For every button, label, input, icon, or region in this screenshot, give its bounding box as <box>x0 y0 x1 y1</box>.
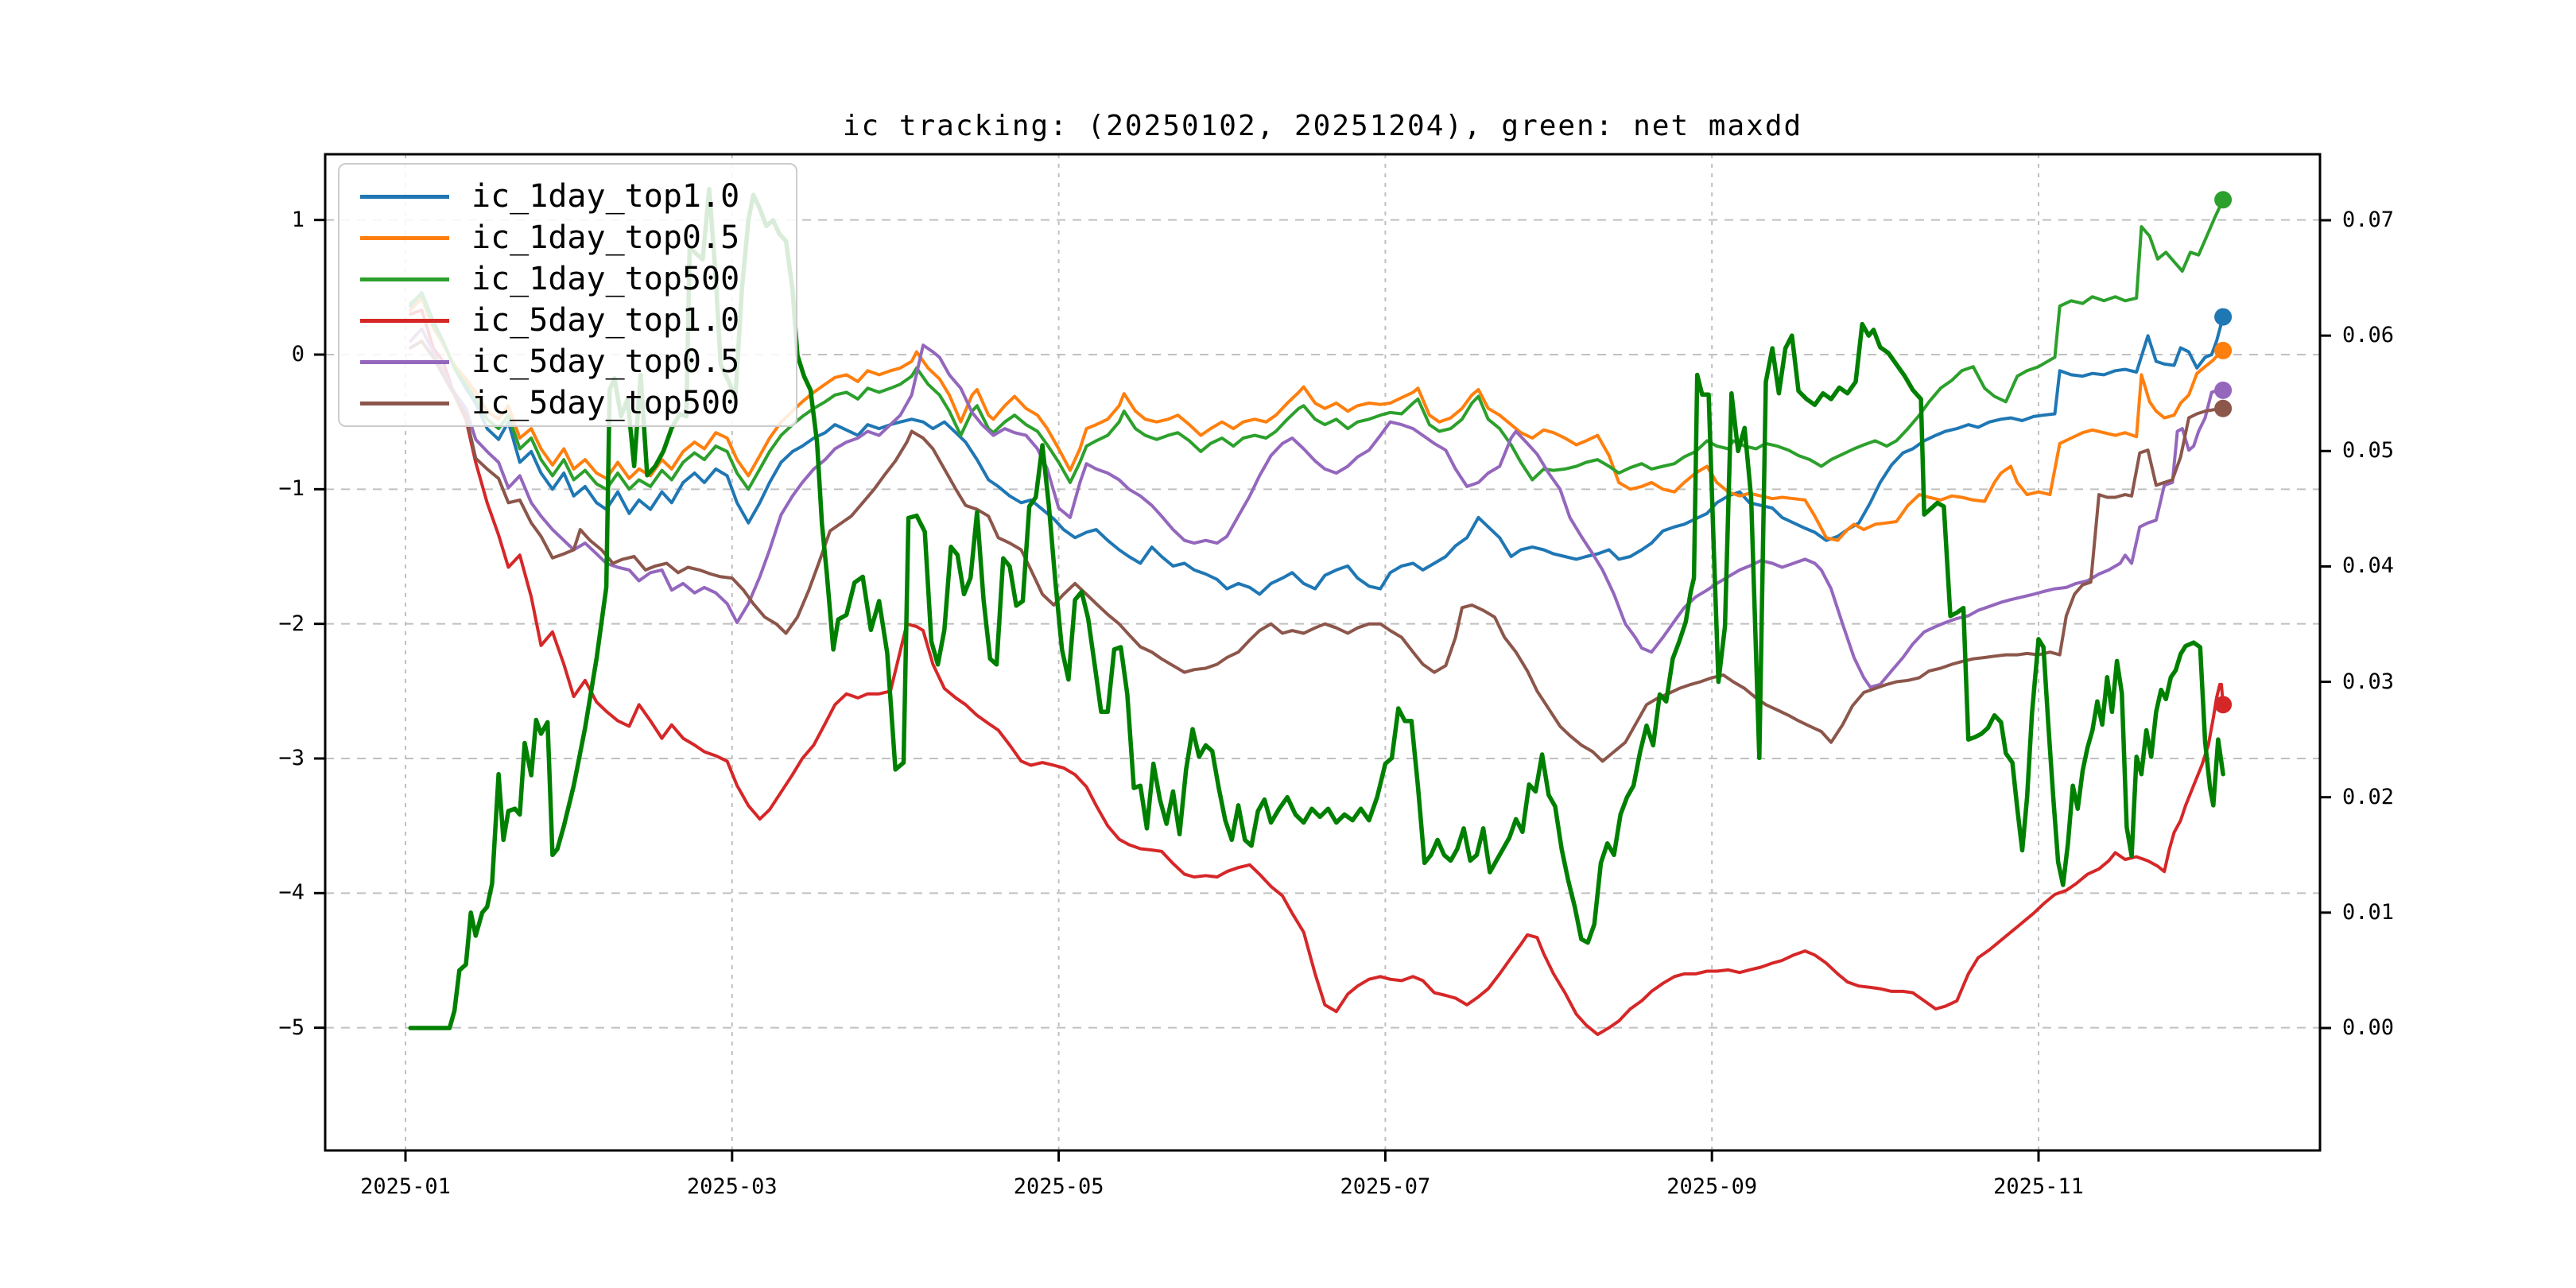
axes-box <box>324 153 2322 1152</box>
series-end-dot <box>2214 696 2233 714</box>
series-line-ic-5day-top1-0 <box>409 308 2225 1037</box>
x-axis-tick-label: 2025-09 <box>1666 1174 1758 1199</box>
left-axis-tick-label: −1 <box>278 476 305 502</box>
legend-label: ic_1day_top500 <box>471 261 740 297</box>
legend-line-swatch <box>360 235 449 240</box>
left-axis-tick-label: 0 <box>291 342 305 367</box>
series-end-dot <box>2214 399 2233 417</box>
legend-item-ic-5day-top500: ic_5day_top500 <box>360 382 796 424</box>
legend-label: ic_5day_top1.0 <box>471 302 740 339</box>
legend-item-ic-1day-top0-5: ic_1day_top0.5 <box>360 217 796 258</box>
legend-item-ic-5day-top1-0: ic_5day_top1.0 <box>360 300 796 341</box>
legend-label: ic_1day_top1.0 <box>471 178 740 215</box>
left-axis-tick-label: −5 <box>278 1014 305 1040</box>
legend-label: ic_5day_top500 <box>471 385 740 421</box>
legend-item-ic-1day-top500: ic_1day_top500 <box>360 258 796 300</box>
x-axis-tick-label: 2025-07 <box>1340 1174 1431 1199</box>
legend-line-swatch <box>360 359 449 364</box>
x-axis-tick-label: 2025-03 <box>686 1174 778 1199</box>
right-axis-tick-label: 0.02 <box>2342 784 2395 809</box>
legend: ic_1day_top1.0 ic_1day_top0.5 ic_1day_top5… <box>338 163 797 427</box>
right-axis-tick-label: 0.04 <box>2342 553 2395 579</box>
legend-item-ic-1day-top1-0: ic_1day_top1.0 <box>360 176 796 217</box>
x-axis-tick-label: 2025-05 <box>1013 1174 1104 1199</box>
x-axis-tick-label: 2025-11 <box>1993 1174 2084 1199</box>
legend-line-swatch <box>360 277 449 281</box>
series-line-ic-1day-top0-5 <box>409 296 2225 542</box>
series-end-dot <box>2214 341 2233 359</box>
legend-label: ic_5day_top0.5 <box>471 343 740 380</box>
series-end-dot <box>2214 308 2233 326</box>
chart-title: ic tracking: (20250102, 20251204), green… <box>842 110 1803 142</box>
left-axis-tick-label: 1 <box>291 207 305 232</box>
right-axis-tick-label: 0.05 <box>2342 438 2395 464</box>
series-line-ic-5day-top0-5 <box>409 327 2225 689</box>
right-axis-tick-label: 0.03 <box>2342 669 2395 694</box>
right-axis-tick-label: 0.00 <box>2342 1015 2395 1040</box>
left-axis-tick-label: −4 <box>278 880 305 906</box>
right-axis-tick-label: 0.07 <box>2342 207 2395 232</box>
left-axis-tick-label: −2 <box>278 611 305 636</box>
right-axis-tick-label: 0.06 <box>2342 323 2395 348</box>
legend-item-ic-5day-top0-5: ic_5day_top0.5 <box>360 341 796 382</box>
x-axis-tick-label: 2025-01 <box>360 1174 451 1199</box>
legend-label: ic_1day_top0.5 <box>471 219 740 256</box>
left-axis-tick-label: −3 <box>278 745 305 770</box>
legend-line-swatch <box>360 318 449 323</box>
series-end-dot <box>2214 381 2233 399</box>
right-axis-tick-label: 0.01 <box>2342 899 2395 925</box>
series-line-ic-1day-top1-0 <box>409 291 2225 596</box>
series-line-ic-1day-top500 <box>409 198 2225 491</box>
legend-line-swatch <box>360 401 449 405</box>
series-end-dot <box>2214 191 2233 209</box>
legend-line-swatch <box>360 194 449 199</box>
